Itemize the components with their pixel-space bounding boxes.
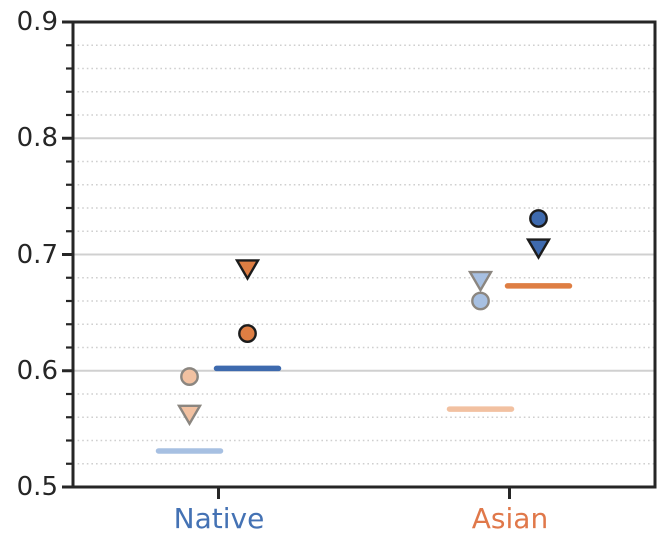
x-tick-label-asian: Asian xyxy=(471,502,549,535)
marker-triangle-down xyxy=(525,238,552,260)
plot-border xyxy=(71,20,657,489)
marker-circle xyxy=(471,291,490,311)
marker-circle xyxy=(238,324,257,343)
x-tick-label-native: Native xyxy=(173,502,265,535)
y-tick-label: 0.6 xyxy=(16,356,58,386)
y-tick-label: 0.5 xyxy=(16,472,58,502)
y-tick-label: 0.8 xyxy=(16,123,58,153)
marker-circle xyxy=(180,367,199,386)
marker-triangle-down xyxy=(467,270,494,293)
y-tick-label: 0.9 xyxy=(16,7,58,37)
marker-triangle-down xyxy=(234,259,261,281)
marker-triangle-down xyxy=(176,404,203,427)
marker-circle xyxy=(529,209,548,228)
y-tick-label: 0.7 xyxy=(16,240,58,270)
